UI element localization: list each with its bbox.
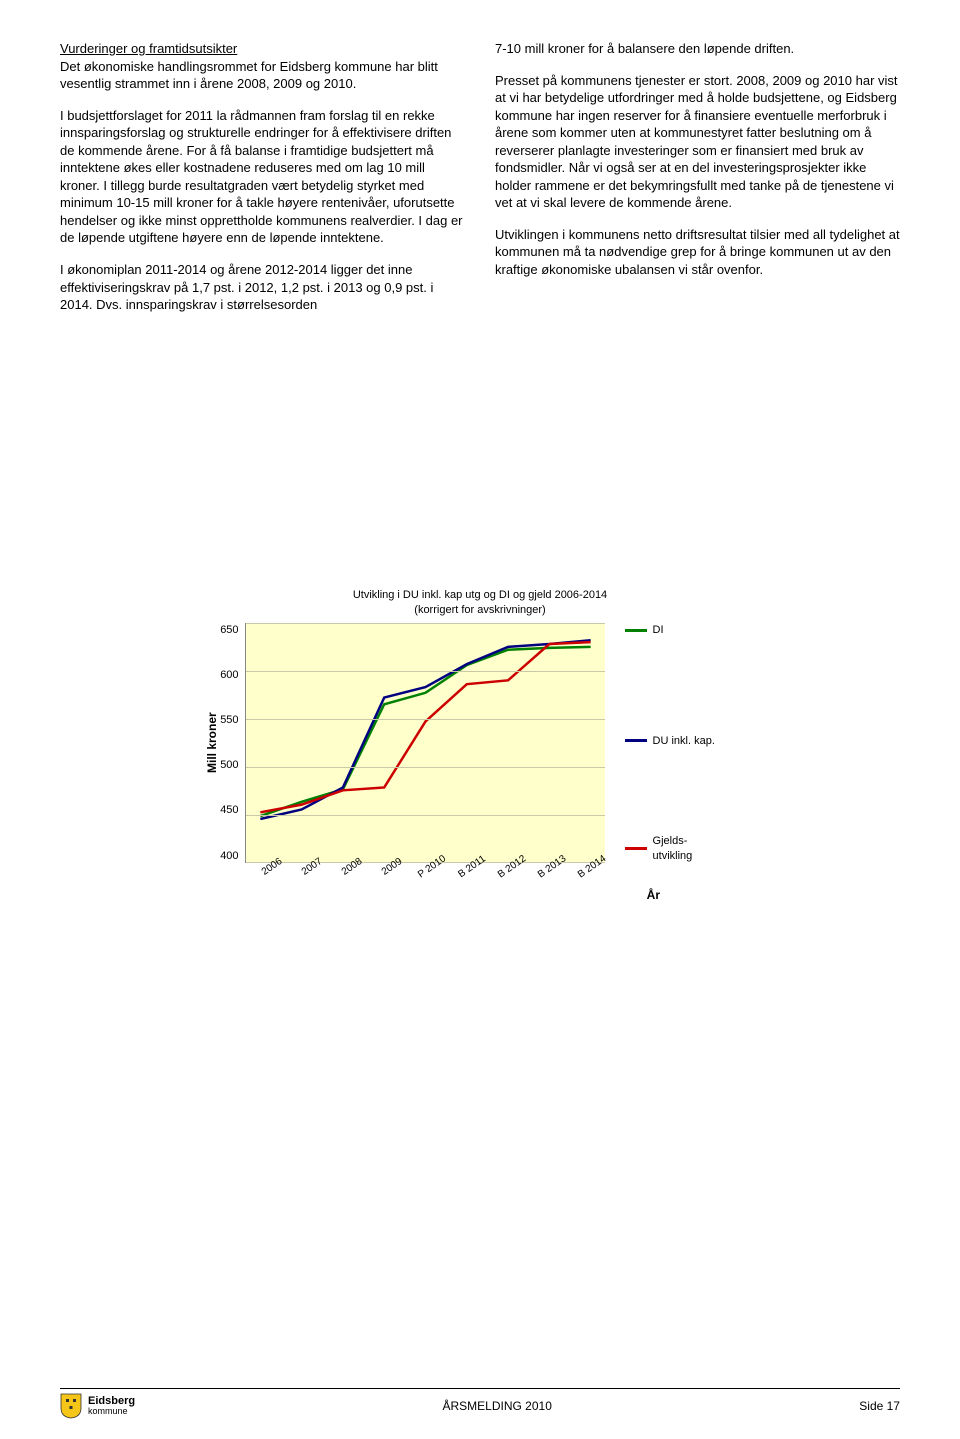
chart-title-line: (korrigert for avskrivninger) (414, 604, 545, 616)
y-tick: 500 (220, 758, 238, 773)
y-tick: 650 (220, 623, 238, 638)
paragraph: I budsjettforslaget for 2011 la rådmanne… (60, 107, 465, 247)
legend-item: Gjelds-utvikling (625, 834, 715, 864)
right-column: 7-10 mill kroner for å balansere den løp… (495, 40, 900, 328)
legend-swatch (625, 739, 647, 742)
legend-label: Gjelds-utvikling (653, 834, 693, 864)
paragraph: Det økonomiske handlingsrommet for Eidsb… (60, 59, 438, 92)
legend-item: DU inkl. kap. (625, 734, 715, 749)
gridline (246, 719, 605, 720)
footer-center: ÅRSMELDING 2010 (442, 1398, 551, 1414)
chart-legend: DI DU inkl. kap. Gjelds-utvikling (605, 623, 715, 863)
legend-item: DI (625, 623, 715, 638)
y-tick: 550 (220, 713, 238, 728)
paragraph: Utviklingen i kommunens netto driftsresu… (495, 226, 900, 279)
paragraph: 7-10 mill kroner for å balansere den løp… (495, 40, 900, 58)
series-line (260, 641, 590, 820)
gridline (246, 623, 605, 624)
y-tick: 450 (220, 803, 238, 818)
paragraph: Presset på kommunens tjenester er stort.… (495, 72, 900, 212)
gridline (246, 671, 605, 672)
gridline (246, 815, 605, 816)
line-chart: Utvikling i DU inkl. kap utg og DI og gj… (200, 588, 760, 887)
legend-label: DI (653, 623, 664, 638)
left-column: Vurderinger og framtidsutsikter Det økon… (60, 40, 465, 328)
section-heading: Vurderinger og framtidsutsikter Det økon… (60, 40, 465, 93)
x-axis-label: År (647, 887, 660, 903)
two-column-text: Vurderinger og framtidsutsikter Det økon… (60, 40, 900, 328)
footer-page-number: Side 17 (859, 1398, 900, 1414)
y-tick: 600 (220, 668, 238, 683)
gridline (246, 767, 605, 768)
y-tick: 400 (220, 849, 238, 864)
chart-title: Utvikling i DU inkl. kap utg og DI og gj… (200, 588, 760, 618)
shield-icon (60, 1393, 82, 1419)
y-axis-label: Mill kroner (200, 623, 220, 863)
x-axis-ticks: 2006200720082009P 2010B 2011B 2012B 2013… (252, 863, 612, 887)
logo-text: Eidsberg kommune (88, 1395, 135, 1417)
heading-text: Vurderinger og framtidsutsikter (60, 41, 237, 56)
legend-label: DU inkl. kap. (653, 734, 715, 749)
legend-swatch (625, 629, 647, 632)
logo-line2: kommune (88, 1407, 135, 1417)
y-axis-ticks: 650 600 550 500 450 400 (220, 623, 244, 863)
page-footer: Eidsberg kommune ÅRSMELDING 2010 Side 17 (60, 1388, 900, 1419)
chart-lines (246, 623, 605, 862)
plot-area (245, 623, 605, 863)
legend-swatch (625, 847, 647, 850)
series-line (260, 642, 590, 812)
series-line (260, 647, 590, 816)
chart-title-line: Utvikling i DU inkl. kap utg og DI og gj… (353, 589, 607, 601)
paragraph: I økonomiplan 2011-2014 og årene 2012-20… (60, 261, 465, 314)
plot-row: Mill kroner 650 600 550 500 450 400 DI DU inkl… (200, 623, 760, 863)
chart-container: Utvikling i DU inkl. kap utg og DI og gj… (60, 588, 900, 887)
footer-logo: Eidsberg kommune (60, 1393, 135, 1419)
